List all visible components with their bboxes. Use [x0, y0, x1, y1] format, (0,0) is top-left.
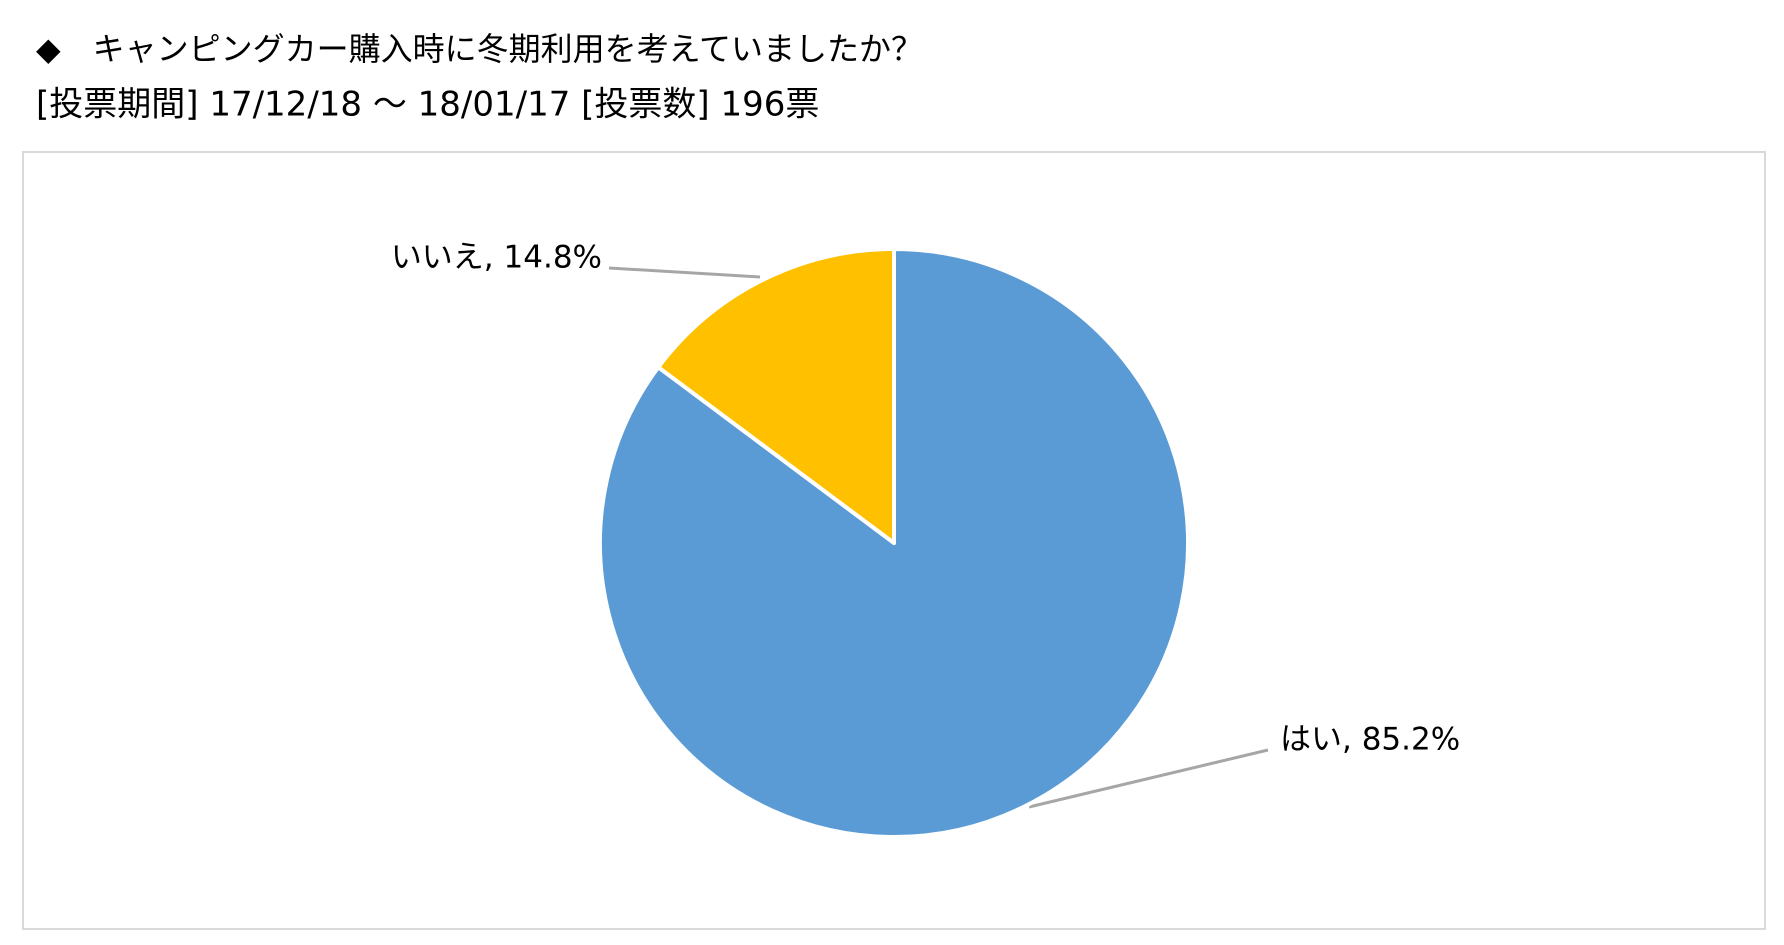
leader-line: [1028, 748, 1269, 809]
leader-line: [608, 266, 761, 279]
pie-slice: [656, 247, 896, 545]
chart-subtitle: [投票期間] 17/12/18 ～ 18/01/17 [投票数] 196票: [36, 85, 819, 125]
data-label: はい, 85.2%: [1280, 722, 1460, 758]
data-label: いいえ, 14.8%: [391, 240, 602, 276]
chart-title: ◆ キャンピングカー購入時に冬期利用を考えていましたか？: [36, 30, 923, 68]
